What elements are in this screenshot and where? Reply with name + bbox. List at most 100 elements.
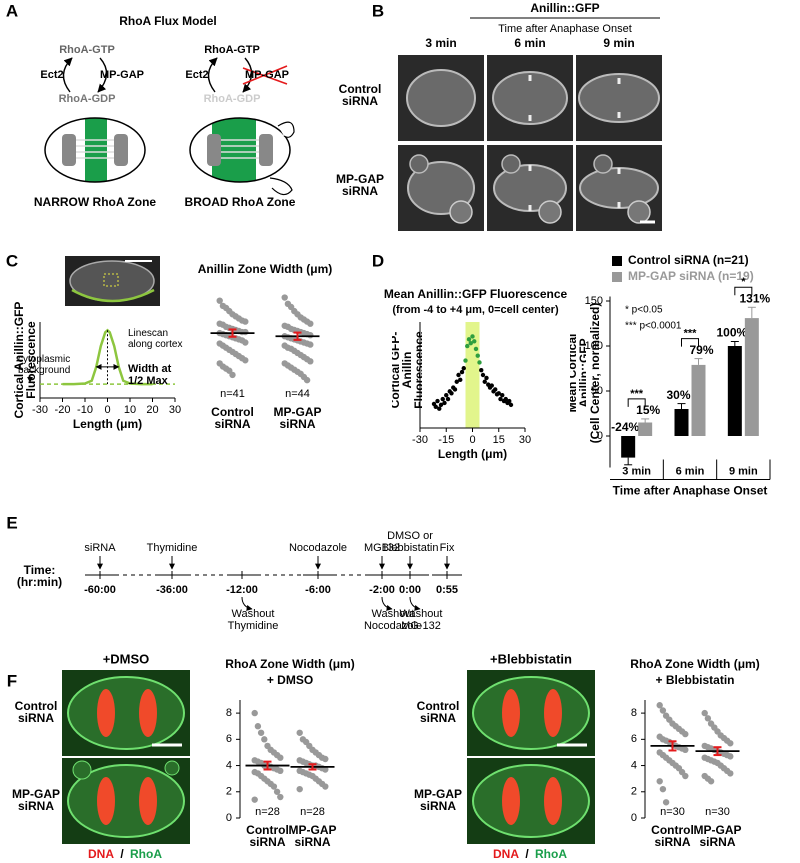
panel-title: RhoA Flux Model xyxy=(119,14,217,28)
significance: * xyxy=(741,276,746,288)
bleb xyxy=(501,154,521,174)
panel-label: D xyxy=(372,251,384,270)
data-point xyxy=(682,772,689,780)
event-label-box: Nocodazole xyxy=(289,542,347,554)
row-label: MP-GAP siRNA xyxy=(414,787,462,813)
cell xyxy=(67,676,185,750)
y-tick-label: 100 xyxy=(585,340,603,352)
data-point xyxy=(322,766,329,773)
stain-sep: / xyxy=(525,847,529,861)
annotation-box: cytoplasmic background xyxy=(18,354,70,376)
data-point xyxy=(445,396,451,402)
y-tick-label: 2 xyxy=(226,786,232,798)
event-label-box: siRNA xyxy=(84,542,115,554)
chart-subtitle: + DMSO xyxy=(267,673,313,687)
time-value: 0:00 xyxy=(399,584,421,596)
condition-title: +Blebbistatin xyxy=(490,651,572,666)
diagram-caption: BROAD RhoA Zone xyxy=(185,195,296,209)
event-label: DMSO or Blebbistatin xyxy=(381,530,439,554)
x-tick-label: Control siRNA xyxy=(651,823,694,849)
time-label-box: Time: (hr:min) xyxy=(17,564,62,588)
x-tick-label: MP-GAP siRNA xyxy=(693,823,742,849)
dna xyxy=(502,689,520,737)
dna xyxy=(97,777,115,825)
row-label: Control siRNA xyxy=(338,82,382,108)
data-point xyxy=(496,391,501,396)
row-label: MP-GAP siRNA xyxy=(12,787,60,813)
data-point xyxy=(475,353,480,358)
x-tick-label: -30 xyxy=(32,404,48,416)
data-point xyxy=(493,387,498,392)
dna xyxy=(544,777,562,825)
data-point xyxy=(322,783,329,790)
x-tick-label: Control siRNA xyxy=(246,823,289,849)
bleb xyxy=(593,154,613,174)
y-tick-label: 6 xyxy=(631,733,637,745)
chart-title: RhoA Zone Width (μm) xyxy=(630,657,759,671)
data-point xyxy=(435,398,440,404)
midzone xyxy=(221,139,259,159)
midzone xyxy=(76,139,114,159)
n-label: n=30 xyxy=(660,806,685,818)
micrograph xyxy=(487,55,573,141)
bleb xyxy=(72,760,92,780)
row-label-box: MP-GAP siRNA xyxy=(336,173,384,197)
dna xyxy=(139,777,157,825)
washout-arrow xyxy=(241,596,253,611)
data-point xyxy=(503,396,508,402)
data-point xyxy=(277,754,284,761)
inactivation-arrow xyxy=(242,57,253,93)
row-label-box: MP-GAP siRNA xyxy=(414,787,462,813)
data-point xyxy=(498,396,503,402)
data-point xyxy=(257,729,265,736)
y-axis-label: Mean Cortical Anillin::GFP xyxy=(570,333,586,413)
micrograph xyxy=(62,758,190,844)
data-point xyxy=(277,767,284,774)
x-tick-label-box: Control siRNA xyxy=(246,823,289,849)
event-label-box: Thymidine xyxy=(147,542,198,554)
data-point xyxy=(461,366,466,371)
rhoa-gdp: RhoA-GDP xyxy=(59,93,116,105)
y-tick-label: 2 xyxy=(631,786,637,798)
annotation-box: Linescan along cortex xyxy=(128,328,182,350)
time-value: -60:00 xyxy=(84,584,116,596)
rhoa-gtp: RhoA-GTP xyxy=(59,44,115,56)
event-label-box: Fix xyxy=(439,542,455,554)
cell-outline xyxy=(189,117,291,183)
washout-arrow xyxy=(381,596,393,611)
bar xyxy=(744,318,759,436)
diagram-caption: NARROW RhoA Zone xyxy=(34,195,157,209)
panel-label: A xyxy=(6,1,18,20)
y-tick-label: 6 xyxy=(226,733,232,745)
stain-sep: / xyxy=(120,847,124,861)
x-tick-label-box: Control siRNA xyxy=(211,406,254,430)
data-point xyxy=(452,387,458,392)
row-label: Control siRNA xyxy=(14,699,58,725)
column-label: 9 min xyxy=(603,36,634,50)
data-point xyxy=(701,709,708,717)
data-point xyxy=(682,730,689,738)
panel-subtitle: Time after Anaphase Onset xyxy=(498,23,632,35)
data-point xyxy=(704,715,712,722)
chromosomes xyxy=(207,134,221,166)
washout-arrow xyxy=(409,596,421,611)
x-tick-label: -30 xyxy=(412,434,428,446)
micrograph xyxy=(576,55,662,141)
x-tick-label: 15 xyxy=(493,434,505,446)
x-tick-label: 0 xyxy=(469,434,475,446)
data-point xyxy=(477,360,482,365)
mpgap-label: MP-GAP xyxy=(245,69,289,81)
data-point xyxy=(489,383,494,388)
cell-diagram-broad xyxy=(189,117,295,196)
event-label: Fix xyxy=(439,542,455,554)
row-label-box: Control siRNA xyxy=(338,82,382,108)
x-tick-label-box: MP-GAP siRNA xyxy=(289,824,337,848)
data-point xyxy=(484,375,489,381)
data-point xyxy=(307,331,314,339)
chart-title: Anillin Zone Width (μm) xyxy=(198,262,333,276)
x-axis-label: Time after Anaphase Onset xyxy=(613,484,768,498)
y-axis-label-box: Mean Cortical Anillin::GFP xyxy=(570,333,586,413)
panel-label: C xyxy=(6,251,18,270)
cell-diagram-narrow xyxy=(44,117,146,183)
data-point xyxy=(273,788,281,795)
